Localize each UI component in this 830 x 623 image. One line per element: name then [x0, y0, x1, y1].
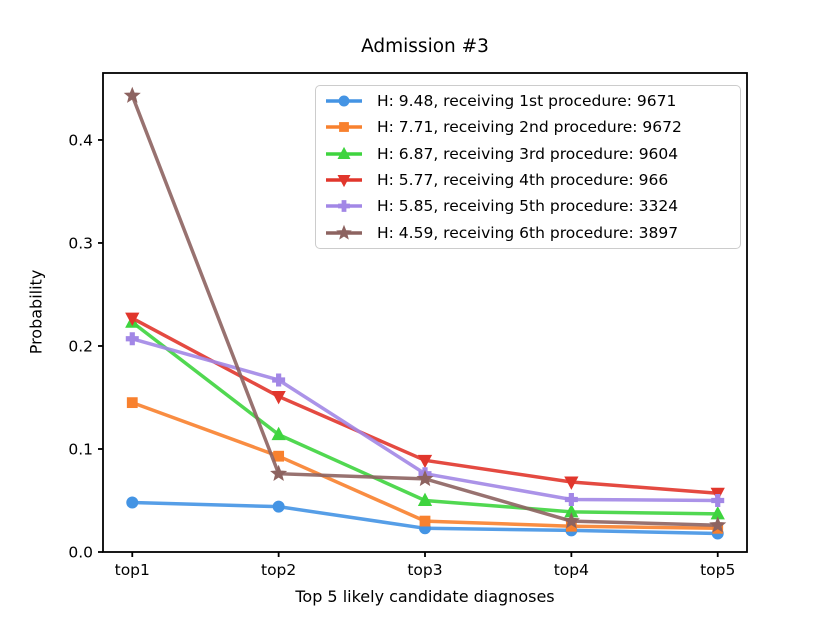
- legend-item: H: 6.87, receiving 3rd procedure: 9604: [316, 141, 740, 166]
- data-point: [417, 454, 433, 469]
- chart-title: Admission #3: [361, 36, 489, 57]
- legend-marker-sample: [326, 95, 362, 107]
- x-tick-label: top2: [261, 561, 296, 579]
- legend: H: 9.48, receiving 1st procedure: 9671 H:…: [315, 85, 741, 249]
- data-point: [711, 493, 725, 507]
- y-axis-label: Probability: [26, 269, 46, 355]
- data-point: [123, 86, 141, 103]
- x-axis-label: Top 5 likely candidate diagnoses: [295, 587, 555, 606]
- data-point: [417, 492, 433, 506]
- data-point: [709, 516, 727, 533]
- legend-item: H: 4.59, receiving 6th procedure: 3897: [316, 220, 740, 245]
- data-point: [419, 515, 431, 527]
- legend-square-icon: [339, 122, 349, 133]
- x-tick-label: top1: [115, 561, 150, 579]
- data-point: [125, 312, 140, 327]
- legend-marker-sample: [326, 175, 362, 188]
- data-point: [271, 390, 286, 405]
- legend-plus-icon: [338, 200, 350, 213]
- x-tick-label: top5: [700, 561, 735, 579]
- data-point: [271, 426, 286, 441]
- y-tick-label: 0.1: [68, 440, 93, 458]
- y-tick-label: 0.3: [68, 234, 93, 252]
- data-point: [272, 373, 286, 387]
- data-point: [125, 332, 139, 346]
- data-point: [270, 464, 288, 481]
- legend-label: H: 5.85, receiving 5th procedure: 3324: [377, 197, 679, 216]
- legend-label: H: 9.48, receiving 1st procedure: 9671: [377, 92, 677, 111]
- legend-label: H: 6.87, receiving 3rd procedure: 9604: [377, 144, 679, 163]
- data-point: [272, 500, 285, 513]
- data-point: [562, 512, 580, 529]
- data-point: [126, 397, 138, 409]
- y-tick-label: 0.2: [68, 337, 93, 355]
- legend-item: H: 7.71, receiving 2nd procedure: 9672: [316, 115, 740, 140]
- legend-marker-sample: [326, 122, 362, 133]
- legend-label: H: 4.59, receiving 6th procedure: 3897: [377, 223, 679, 242]
- data-point: [564, 476, 579, 490]
- y-tick-label: 0.0: [68, 544, 93, 562]
- data-point: [564, 492, 578, 506]
- legend-circle-icon: [338, 95, 350, 107]
- legend-triangle-down-icon: [337, 175, 351, 188]
- legend-item: H: 9.48, receiving 1st procedure: 9671: [316, 89, 740, 114]
- legend-label: H: 7.71, receiving 2nd procedure: 9672: [377, 118, 682, 137]
- legend-item: H: 5.85, receiving 5th procedure: 3324: [316, 194, 740, 219]
- data-point: [273, 450, 285, 462]
- legend-star-icon: [336, 224, 352, 240]
- data-point: [126, 496, 139, 509]
- legend-item: H: 5.77, receiving 4th procedure: 966: [316, 168, 740, 193]
- x-tick-label: top3: [407, 561, 442, 579]
- legend-marker-sample: [326, 200, 362, 213]
- data-point: [416, 469, 434, 487]
- legend-triangle-up-icon: [337, 146, 351, 159]
- x-tick-label: top4: [554, 561, 589, 579]
- y-tick-label: 0.4: [68, 131, 93, 149]
- legend-marker-sample: [326, 146, 362, 159]
- legend-label: H: 5.77, receiving 4th procedure: 966: [377, 171, 669, 190]
- legend-marker-sample: [326, 224, 362, 240]
